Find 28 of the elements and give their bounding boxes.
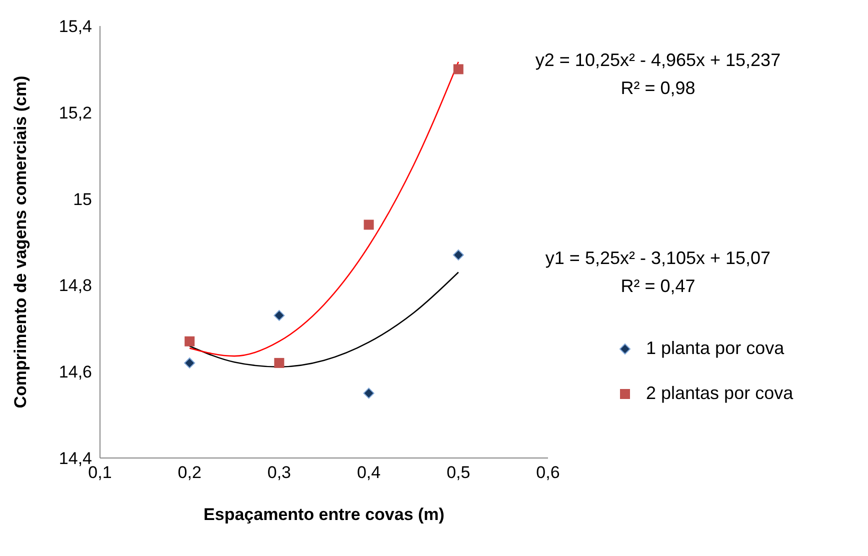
point [364, 220, 374, 230]
legend-label: 2 plantas por cova [646, 383, 794, 404]
point [453, 64, 464, 74]
point [274, 358, 284, 368]
y-tick-label: 15 [73, 190, 92, 209]
text: R² = 0,98 [620, 78, 696, 99]
x-axis-title: Espaçamento entre covas (m) [204, 505, 444, 524]
point [184, 357, 196, 368]
x-tick-label: 0,5 [446, 463, 470, 482]
y-tick-label: 15,2 [58, 103, 92, 122]
point [274, 310, 285, 321]
point [184, 336, 195, 346]
annotation: y2 = 10,25x² - 4,965x + 15,237 [534, 50, 782, 71]
point [452, 249, 464, 260]
legend-label: 1 planta por cova [646, 338, 784, 359]
y-tick-label: 14,6 [58, 362, 92, 382]
y-tick-label: 15,4 [58, 17, 92, 36]
text: R² = 0,47 [620, 276, 696, 297]
line-series [188, 61, 460, 357]
point [363, 388, 374, 399]
annotation: y1 = 5,25x² - 3,105x + 15,07 [544, 248, 772, 269]
x-tick-label: 0,6 [536, 463, 560, 482]
y-axis-title: Comprimento de vagens comerciais (cm) [11, 76, 30, 408]
x-tick-label: 0,2 [178, 463, 202, 482]
x-tick-label: 0,4 [356, 463, 381, 482]
x-tick-label: 0,1 [88, 463, 112, 482]
x-tick-label: 0,3 [267, 463, 292, 482]
y-tick-label: 14,8 [58, 276, 92, 296]
